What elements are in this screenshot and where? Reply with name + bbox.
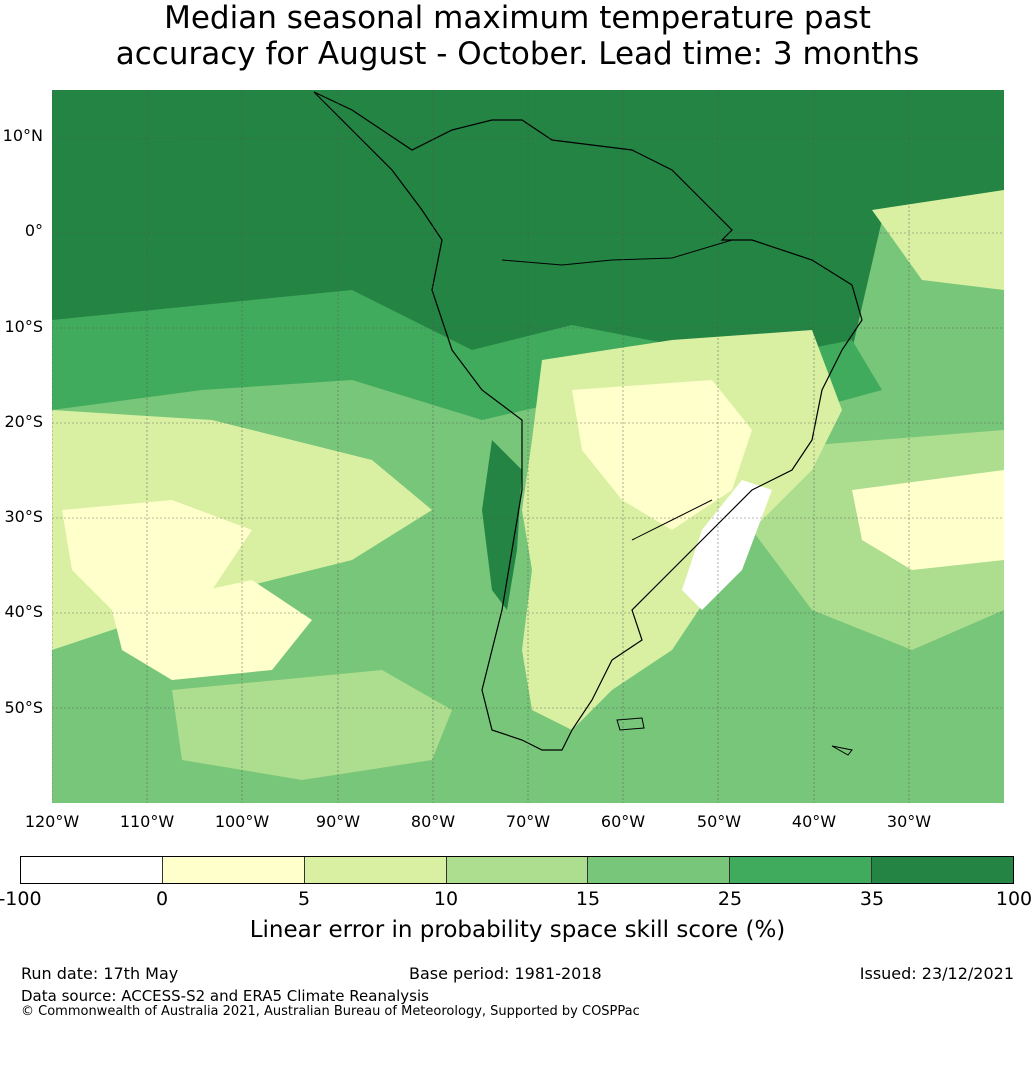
- lon-label-30w: 30°W: [886, 812, 932, 831]
- copyright: © Commonwealth of Australia 2021, Austra…: [21, 1004, 640, 1019]
- run-date: Run date: 17th May: [21, 964, 179, 983]
- colorbar-tick-0: -100: [0, 888, 42, 910]
- andes-high-skill: [482, 440, 522, 610]
- very-low-skill-patch-southwest: [112, 580, 312, 680]
- issued-date: Issued: 23/12/2021: [859, 964, 1014, 983]
- title-line-1: Median seasonal maximum temperature past: [164, 0, 871, 36]
- very-low-skill-atlantic: [852, 470, 1004, 570]
- colorbar-tick-7: 100: [995, 888, 1033, 910]
- colorbar-tick-2: 5: [297, 888, 311, 910]
- colorbar-segment-3: [446, 857, 589, 883]
- lat-label-0: 0°: [24, 221, 43, 240]
- map-title: Median seasonal maximum temperature past…: [0, 0, 1035, 72]
- data-source: Data source: ACCESS-S2 and ERA5 Climate …: [21, 987, 429, 1005]
- lat-label-40s: 40°S: [4, 602, 43, 621]
- colorbar-segment-6: [872, 857, 1014, 883]
- colorbar: [20, 856, 1014, 884]
- lon-label-40w: 40°W: [791, 812, 837, 831]
- colorbar-segment-0: [21, 857, 163, 883]
- amazon-river: [501, 239, 733, 266]
- lon-label-60w: 60°W: [600, 812, 646, 831]
- lon-label-80w: 80°W: [410, 812, 456, 831]
- low-skill-region-south: [172, 670, 452, 780]
- lon-label-110w: 110°W: [119, 812, 175, 831]
- colorbar-tick-4: 15: [575, 888, 601, 910]
- lat-label-50s: 50°S: [4, 698, 43, 717]
- colorbar-tick-5: 25: [717, 888, 743, 910]
- lon-label-90w: 90°W: [315, 812, 361, 831]
- lon-label-120w: 120°W: [24, 812, 80, 831]
- south-georgia-island: [831, 745, 853, 756]
- colorbar-tick-1: 0: [155, 888, 169, 910]
- east-atlantic-patch: [872, 190, 1004, 290]
- colorbar-segment-5: [730, 857, 873, 883]
- lon-label-50w: 50°W: [696, 812, 742, 831]
- colorbar-tick-3: 10: [433, 888, 459, 910]
- skill-score-map: [52, 90, 1004, 803]
- falkland-islands: [616, 717, 645, 731]
- continent-very-low-skill: [572, 380, 752, 530]
- colorbar-segment-1: [162, 857, 305, 883]
- lon-label-100w: 100°W: [214, 812, 270, 831]
- rio-de-la-plata: [631, 499, 713, 541]
- title-line-2: accuracy for August - October. Lead time…: [115, 36, 920, 72]
- south-america-coastline: [313, 91, 863, 751]
- colorbar-label: Linear error in probability space skill …: [249, 917, 786, 943]
- base-period: Base period: 1981-2018: [409, 964, 602, 983]
- lon-label-70w: 70°W: [505, 812, 551, 831]
- very-low-skill-patch-west: [62, 500, 252, 610]
- lat-label-30s: 30°S: [4, 507, 43, 526]
- colorbar-tick-6: 35: [859, 888, 885, 910]
- colorbar-segment-4: [588, 857, 731, 883]
- lat-label-20s: 20°S: [4, 412, 43, 431]
- lat-label-10s: 10°S: [4, 317, 43, 336]
- graticule: [52, 90, 1004, 803]
- negative-skill-coast: [682, 480, 772, 610]
- colorbar-segment-2: [304, 857, 447, 883]
- lat-label-10n: 10°N: [2, 126, 43, 145]
